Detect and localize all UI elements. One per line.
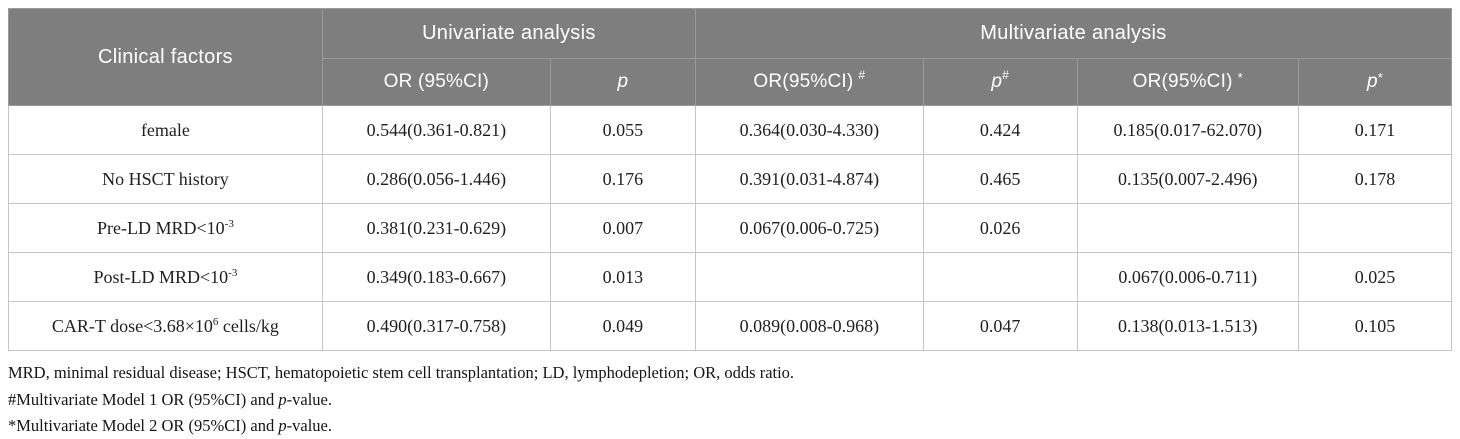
m2-p-cell: 0.171 xyxy=(1298,105,1452,155)
header-group-row: Clinical factors Univariate analysis Mul… xyxy=(8,8,1453,106)
header-p-model2-label: p xyxy=(1366,71,1378,92)
footnote-model2: *Multivariate Model 2 OR (95%CI) and p-v… xyxy=(8,416,332,435)
uni-p-cell: 0.176 xyxy=(549,154,696,204)
header-or-model1: OR(95%CI) # xyxy=(694,58,924,106)
clinical-factors-table: Clinical factors Univariate analysis Mul… xyxy=(8,8,1453,351)
header-p-model2-sup: * xyxy=(1377,70,1384,85)
m2-or-cell xyxy=(1076,203,1299,253)
header-p-univariate-label: p xyxy=(617,71,629,92)
footnote-model1: #Multivariate Model 1 OR (95%CI) and p-v… xyxy=(8,389,332,409)
m1-p-cell: 0.047 xyxy=(922,301,1078,351)
factor-cell: CAR-T dose<3.68×106 cells/kg xyxy=(8,301,323,351)
table-body: female 0.544(0.361-0.821) 0.055 0.364(0.… xyxy=(8,105,1452,351)
uni-or-cell: 0.286(0.056-1.446) xyxy=(321,154,551,204)
header-p-model2: p* xyxy=(1298,58,1452,106)
m2-p-cell: 0.025 xyxy=(1298,252,1452,302)
m2-p-cell: 0.178 xyxy=(1298,154,1452,204)
header-or-model1-sup: # xyxy=(858,68,866,82)
table-header: Clinical factors Univariate analysis Mul… xyxy=(8,8,1453,106)
m2-or-cell: 0.067(0.006-0.711) xyxy=(1076,252,1299,302)
m2-or-cell: 0.135(0.007-2.496) xyxy=(1076,154,1299,204)
m2-or-cell: 0.138(0.013-1.513) xyxy=(1076,301,1299,351)
header-p-model1-sup: # xyxy=(1002,68,1009,82)
m1-or-cell: 0.089(0.008-0.968) xyxy=(694,301,924,351)
m2-p-cell xyxy=(1298,203,1452,253)
header-multivariate-analysis: Multivariate analysis xyxy=(694,8,1453,59)
m2-or-cell: 0.185(0.017-62.070) xyxy=(1076,105,1299,155)
header-univariate-analysis: Univariate analysis xyxy=(321,8,696,59)
header-or-model2: OR(95%CI) * xyxy=(1076,58,1299,106)
header-p-model1-label: p xyxy=(991,71,1003,92)
table-row-pre-ld-mrd: Pre-LD MRD<10-3 0.381(0.231-0.629) 0.007… xyxy=(8,203,1452,253)
factor-cell: Post-LD MRD<10-3 xyxy=(8,252,323,302)
header-clinical-factors: Clinical factors xyxy=(8,8,323,106)
m1-or-cell: 0.364(0.030-4.330) xyxy=(694,105,924,155)
table-row-female: female 0.544(0.361-0.821) 0.055 0.364(0.… xyxy=(8,105,1452,155)
table-row-no-hsct-history: No HSCT history 0.286(0.056-1.446) 0.176… xyxy=(8,154,1452,204)
m1-p-cell: 0.026 xyxy=(922,203,1078,253)
header-p-model1: p# xyxy=(922,58,1078,106)
header-p-univariate: p xyxy=(549,58,696,106)
m1-or-cell: 0.391(0.031-4.874) xyxy=(694,154,924,204)
factor-cell: Pre-LD MRD<10-3 xyxy=(8,203,323,253)
m1-or-cell xyxy=(694,252,924,302)
table-footnotes: MRD, minimal residual disease; HSCT, hem… xyxy=(8,360,1452,439)
uni-or-cell: 0.381(0.231-0.629) xyxy=(321,203,551,253)
uni-p-cell: 0.013 xyxy=(549,252,696,302)
uni-or-cell: 0.544(0.361-0.821) xyxy=(321,105,551,155)
header-or-model1-label: OR(95%CI) xyxy=(753,71,854,92)
header-or-univariate-label: OR (95%CI) xyxy=(383,71,490,92)
uni-p-cell: 0.049 xyxy=(549,301,696,351)
m1-p-cell: 0.424 xyxy=(922,105,1078,155)
uni-p-cell: 0.007 xyxy=(549,203,696,253)
header-sub-row: OR (95%CI) p OR(95%CI) # p# OR(95%CI) * p* xyxy=(9,58,1452,106)
header-or-model2-sup: * xyxy=(1237,70,1243,85)
footnote-abbreviations: MRD, minimal residual disease; HSCT, hem… xyxy=(8,363,795,382)
m1-p-cell xyxy=(922,252,1078,302)
m2-p-cell: 0.105 xyxy=(1298,301,1452,351)
header-or-univariate: OR (95%CI) xyxy=(321,58,551,106)
m1-p-cell: 0.465 xyxy=(922,154,1078,204)
m1-or-cell: 0.067(0.006-0.725) xyxy=(694,203,924,253)
table-row-cart-dose: CAR-T dose<3.68×106 cells/kg 0.490(0.317… xyxy=(8,301,1452,351)
uni-or-cell: 0.490(0.317-0.758) xyxy=(321,301,551,351)
factor-cell: female xyxy=(8,105,323,155)
uni-p-cell: 0.055 xyxy=(549,105,696,155)
uni-or-cell: 0.349(0.183-0.667) xyxy=(321,252,551,302)
header-or-model2-label: OR(95%CI) xyxy=(1132,71,1233,92)
table-row-post-ld-mrd: Post-LD MRD<10-3 0.349(0.183-0.667) 0.01… xyxy=(8,252,1452,302)
factor-cell: No HSCT history xyxy=(8,154,323,204)
